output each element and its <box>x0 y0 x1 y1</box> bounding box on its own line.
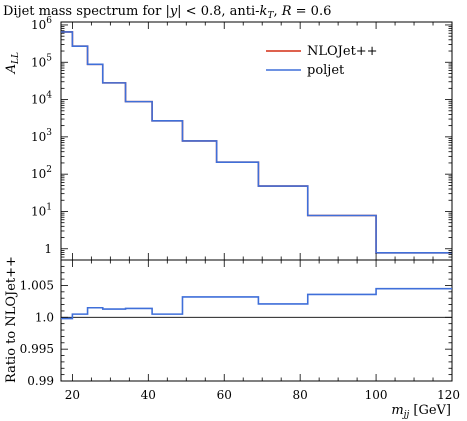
ratio-y-tick-label: 0.99 <box>27 374 54 388</box>
y-tick-label: 101 <box>31 202 52 218</box>
main-x-ticks <box>71 22 453 260</box>
y-tick-label: 102 <box>31 165 52 181</box>
x-tick-label: 100 <box>365 388 388 402</box>
chart-title: Dijet mass spectrum for |y| < 0.8, anti-… <box>3 4 331 21</box>
main-y-axis-title: ALL <box>4 52 21 74</box>
main-series-group <box>61 31 452 254</box>
ratio-y-tick-label: 1.005 <box>20 278 54 292</box>
ratio-series-line-poljet <box>61 287 452 320</box>
y-tick-label: 106 <box>31 16 52 32</box>
x-tick-label: 60 <box>217 388 232 402</box>
y-tick-label: 103 <box>31 128 52 144</box>
legend-label-nlojet: NLOJet++ <box>307 44 378 59</box>
ratio-plot-frame <box>60 259 453 382</box>
x-tick-label: 40 <box>141 388 156 402</box>
main-plot-panel: 1 101 102 103 104 105 106 ALL NLOJet++ poljet <box>4 16 453 261</box>
ratio-y-tick-label: 1.0 <box>35 310 54 324</box>
legend: NLOJet++ poljet <box>266 44 378 78</box>
legend-label-poljet: poljet <box>307 63 345 78</box>
x-tick-label: 120 <box>437 388 460 402</box>
ratio-y-axis-title: Ratio to NLOJet++ <box>4 256 19 383</box>
series-line-nlojet- <box>61 31 452 254</box>
y-tick-label: 104 <box>31 91 52 107</box>
ratio-y-ticks: 0.99 0.995 1.0 1.005 <box>20 265 452 388</box>
y-tick-label: 105 <box>31 53 52 69</box>
ratio-series-group <box>61 287 452 320</box>
ratio-y-tick-label: 0.995 <box>20 342 54 356</box>
x-axis-title: mjj [GeV] <box>391 403 451 420</box>
x-tick-label: 20 <box>65 388 80 402</box>
main-y-ticks: 1 101 102 103 104 105 106 <box>31 16 452 261</box>
series-line-poljet <box>61 31 452 254</box>
main-plot-frame <box>60 21 453 261</box>
ratio-x-ticks: 20 40 60 80 100 120 <box>65 260 460 402</box>
y-tick-label: 1 <box>44 242 52 256</box>
ratio-plot-panel: 0.99 0.995 1.0 1.005 20 40 60 80 100 120 Ratio t… <box>4 256 460 420</box>
x-tick-label: 80 <box>293 388 308 402</box>
